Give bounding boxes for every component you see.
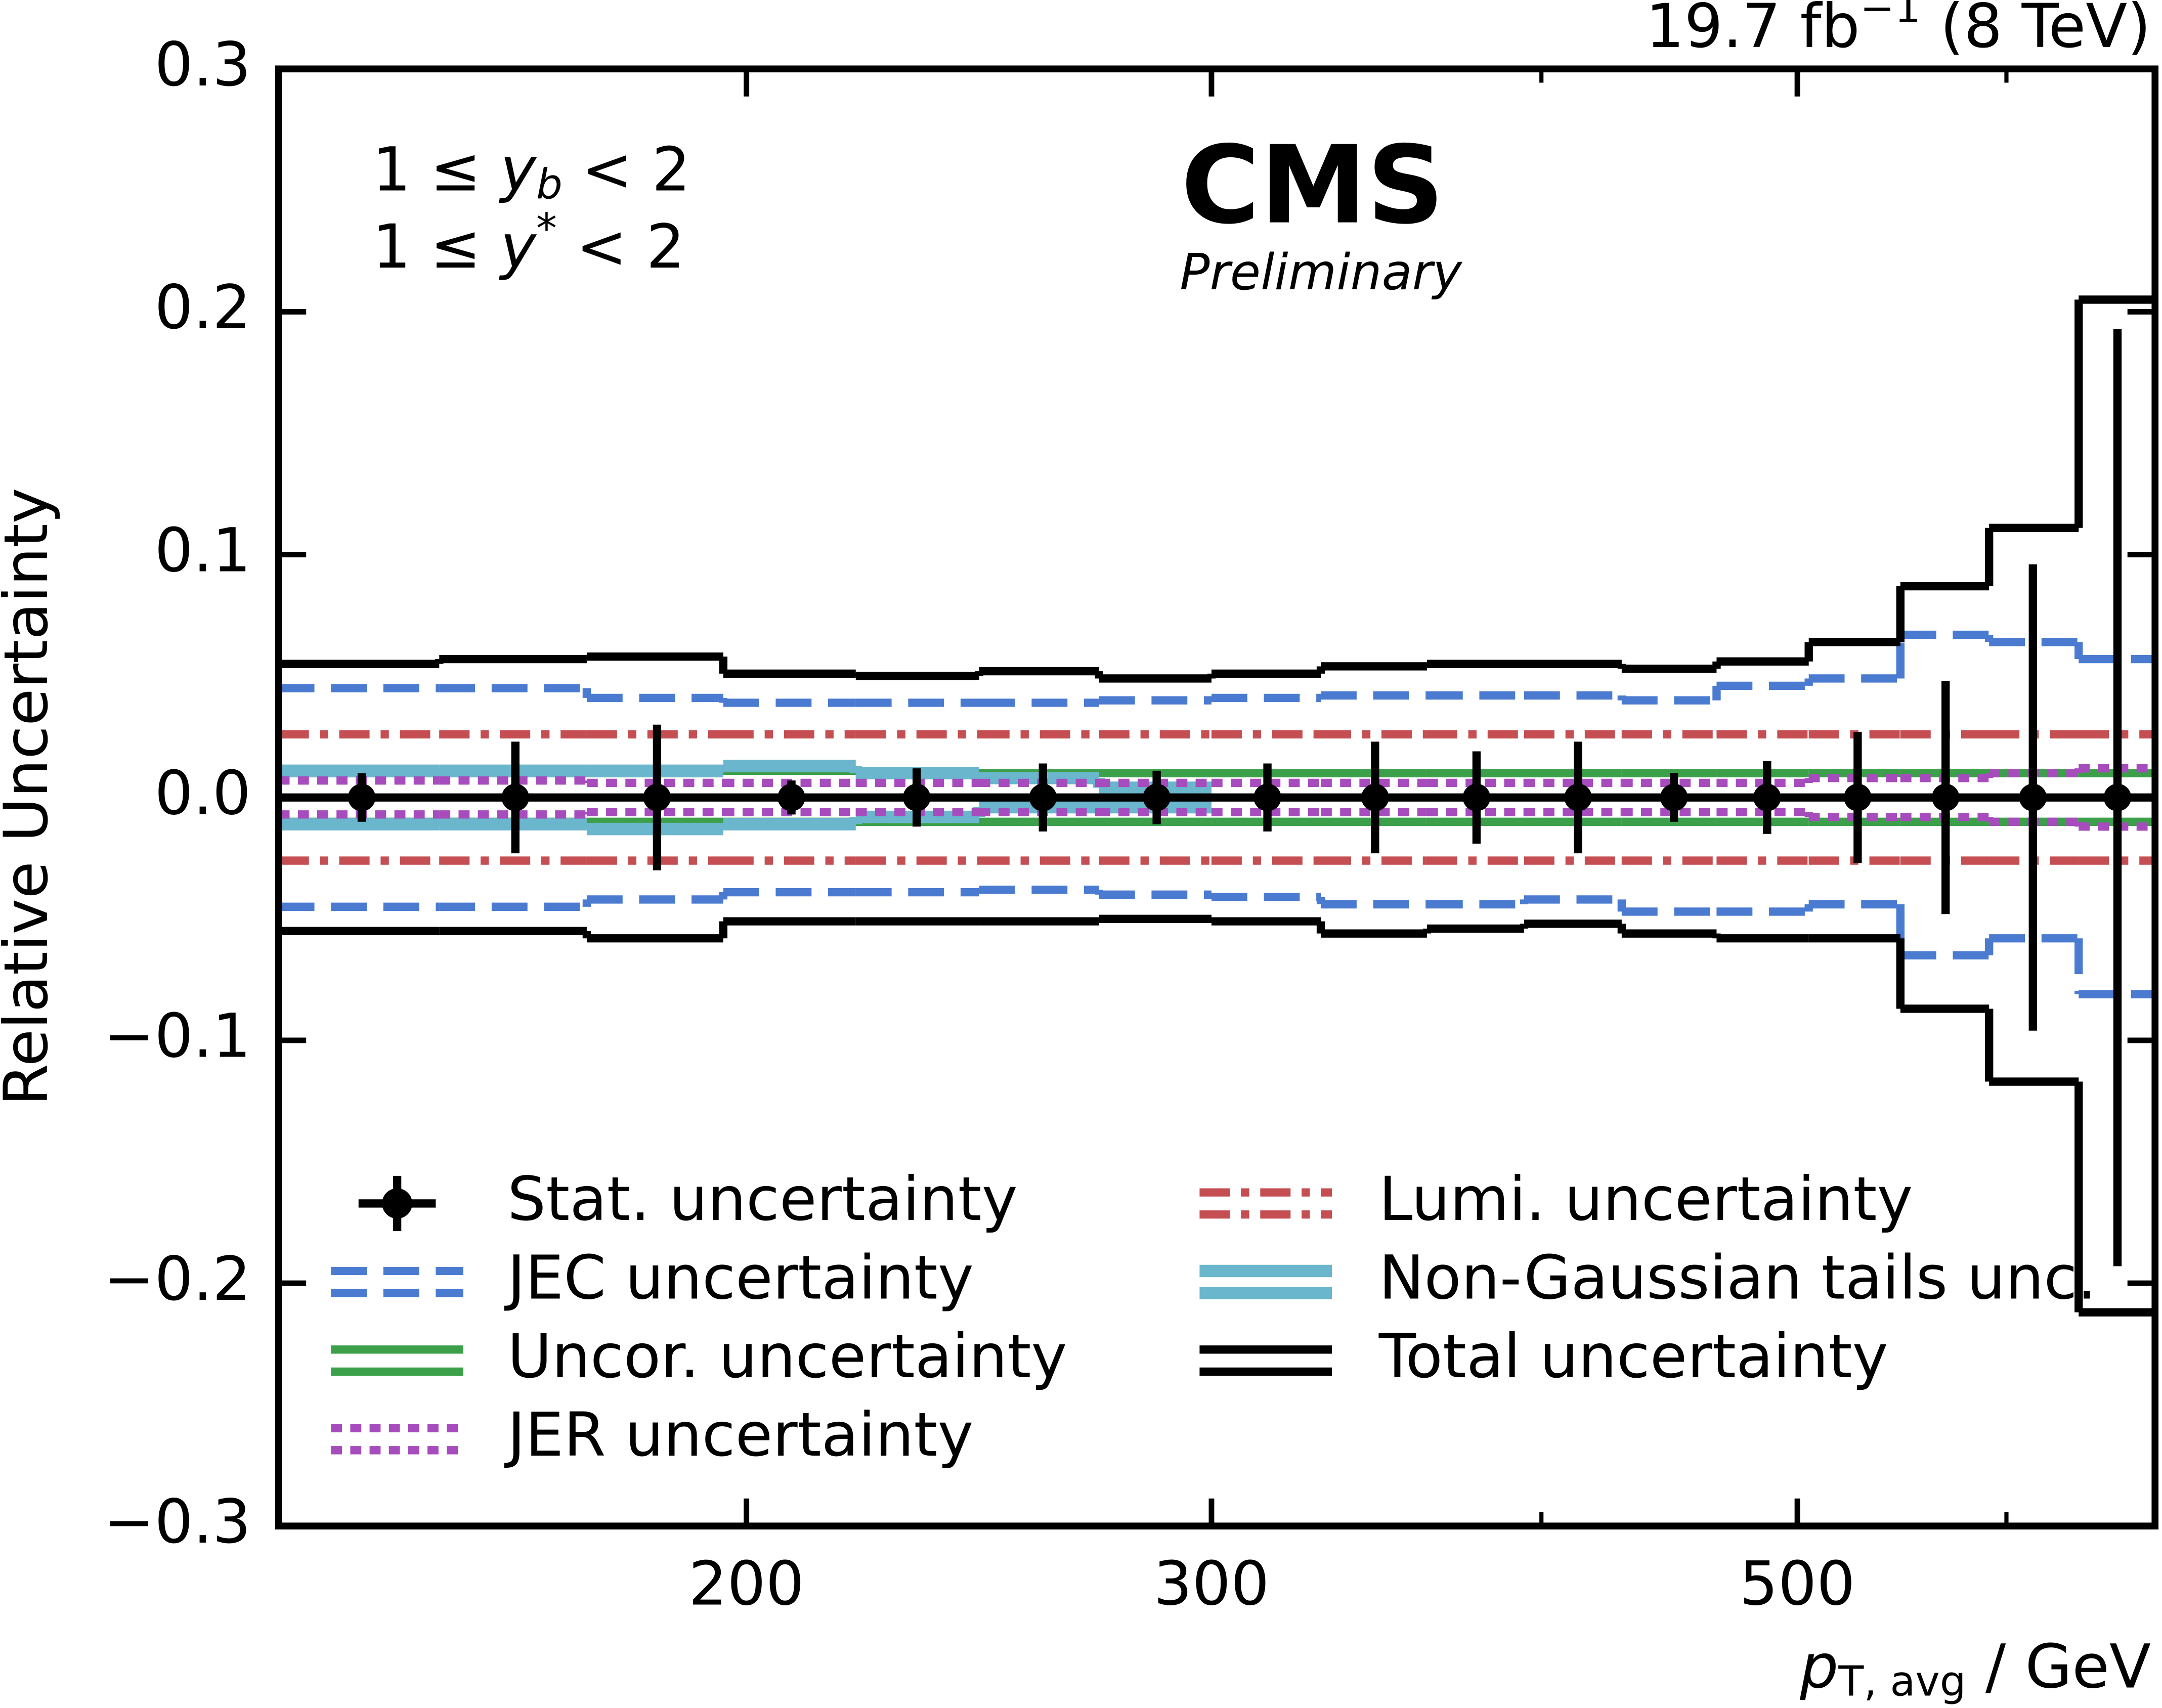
cut-label: 1 ≤ yb < 2 <box>372 135 690 209</box>
cut-label-part: b <box>536 161 563 209</box>
legend-label: Stat. uncertainty <box>507 1164 1018 1235</box>
status-label: Preliminary <box>1180 244 1463 301</box>
energy-text: (8 TeV) <box>1921 0 2151 62</box>
y-tick-label: 0.0 <box>154 758 251 828</box>
stat-point <box>1931 783 1960 812</box>
stat-point <box>1844 783 1872 812</box>
x-tick-label: 300 <box>1154 1549 1270 1619</box>
cut-label-part: y <box>499 212 537 282</box>
x-tick-label: 200 <box>688 1549 804 1619</box>
legend-label: Lumi. uncertainty <box>1379 1164 1913 1235</box>
legend-handle <box>382 1188 413 1219</box>
stat-point <box>902 783 931 812</box>
cut-label-part: 1 ≤ <box>372 135 500 205</box>
cut-label-part: y <box>499 135 537 205</box>
y-tick-label: −0.1 <box>104 1001 251 1072</box>
stat-point <box>1660 783 1688 812</box>
legend-label: Total uncertainty <box>1378 1322 1888 1392</box>
x-label-symbol: p <box>1799 1632 1838 1702</box>
y-axis-label: Relative Uncertainty <box>0 488 62 1106</box>
stat-point <box>777 783 805 812</box>
stat-point <box>1753 783 1781 812</box>
stat-point <box>348 783 376 812</box>
cut-label: 1 ≤ y* < 2 <box>372 205 685 282</box>
x-label-unit: / GeV <box>1966 1632 2151 1702</box>
y-tick-label: 0.1 <box>154 515 251 586</box>
lumi-label: 19.7 fb−1 (8 TeV) <box>1646 0 2151 62</box>
legend-label: JEC uncertainty <box>504 1243 974 1313</box>
experiment-label: CMS <box>1181 123 1445 248</box>
lumi-exponent: −1 <box>1860 0 1921 32</box>
stat-point <box>1564 783 1592 812</box>
plot-area <box>278 295 2155 1317</box>
y-tick-label: −0.2 <box>104 1244 251 1315</box>
stat-point <box>1253 783 1281 812</box>
stat-point <box>1029 783 1057 812</box>
y-tick-label: −0.3 <box>104 1487 251 1557</box>
stat-point <box>1143 783 1171 812</box>
stat-point <box>1462 783 1491 812</box>
x-axis-label: pT, avg / GeV <box>1799 1632 2151 1706</box>
stat-point <box>501 783 530 812</box>
y-tick-label: 0.2 <box>154 273 251 343</box>
cut-label-part: 1 ≤ <box>372 212 500 282</box>
cut-label-part: < 2 <box>563 135 690 205</box>
y-tick-label: 0.3 <box>154 30 251 100</box>
lumi-text: 19.7 fb <box>1646 0 1860 62</box>
x-label-subscript: T, avg <box>1838 1658 1966 1706</box>
cut-label-part: * <box>536 205 557 253</box>
legend-label: Uncor. uncertainty <box>507 1322 1067 1392</box>
cut-label-part: < 2 <box>557 212 685 282</box>
stat-point <box>1361 783 1389 812</box>
x-tick-label: 500 <box>1740 1549 1855 1619</box>
stat-point <box>2019 783 2047 812</box>
stat-point <box>2103 783 2132 812</box>
legend-label: Non-Gaussian tails unc. <box>1379 1243 2097 1313</box>
stat-point <box>643 783 671 812</box>
legend-label: JER uncertainty <box>504 1400 973 1470</box>
